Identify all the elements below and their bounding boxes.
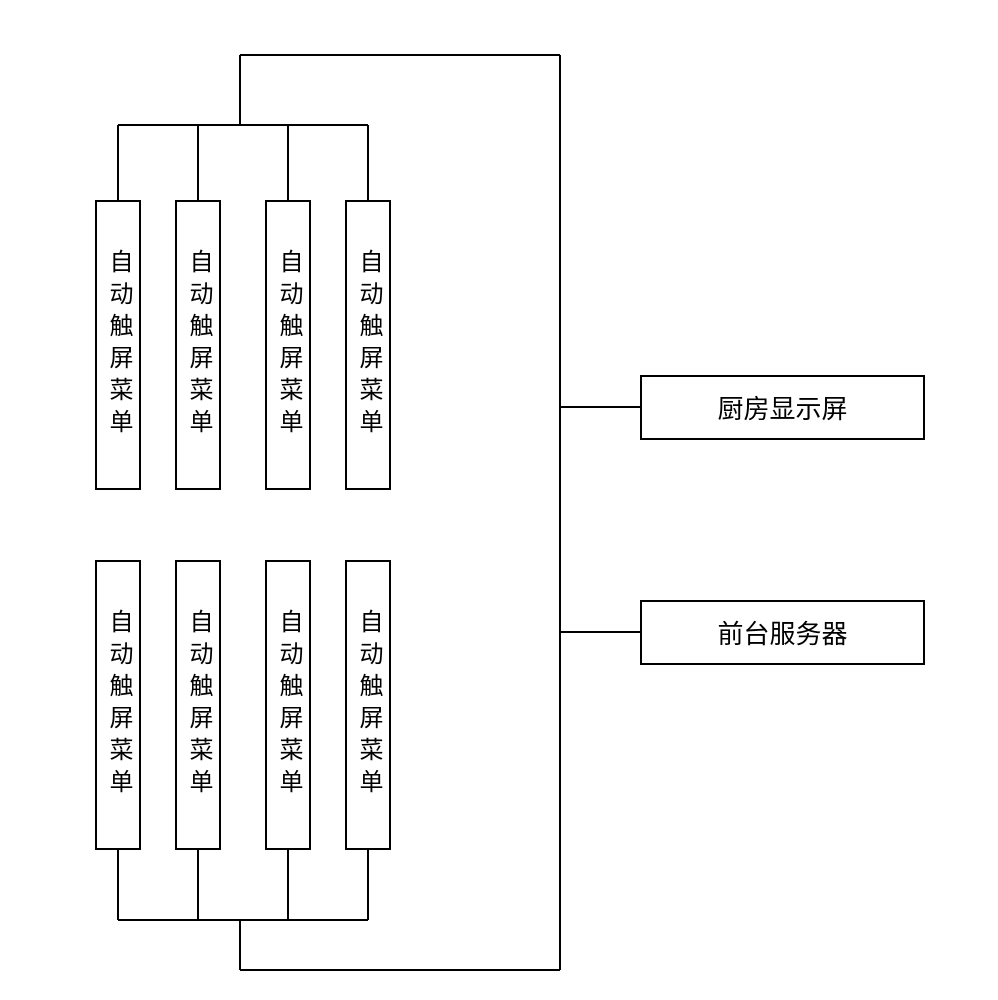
top-menu-1: 自动触屏菜单 [95, 200, 141, 490]
bottom-menu-2: 自动触屏菜单 [175, 560, 221, 850]
top-menu-2-label: 自动触屏菜单 [186, 249, 210, 441]
front-server-label: 前台服务器 [717, 614, 847, 651]
bottom-menu-4-label: 自动触屏菜单 [356, 609, 380, 801]
top-menu-2: 自动触屏菜单 [175, 200, 221, 490]
connection-lines [0, 0, 998, 1000]
top-menu-4: 自动触屏菜单 [345, 200, 391, 490]
top-menu-3: 自动触屏菜单 [265, 200, 311, 490]
bottom-menu-1: 自动触屏菜单 [95, 560, 141, 850]
bottom-menu-3-label: 自动触屏菜单 [276, 609, 300, 801]
top-menu-1-label: 自动触屏菜单 [106, 249, 130, 441]
kitchen-display: 厨房显示屏 [640, 375, 925, 440]
bottom-menu-1-label: 自动触屏菜单 [106, 609, 130, 801]
bottom-menu-4: 自动触屏菜单 [345, 560, 391, 850]
bottom-menu-2-label: 自动触屏菜单 [186, 609, 210, 801]
top-menu-3-label: 自动触屏菜单 [276, 249, 300, 441]
kitchen-display-label: 厨房显示屏 [717, 389, 847, 426]
front-server: 前台服务器 [640, 600, 925, 665]
bottom-menu-3: 自动触屏菜单 [265, 560, 311, 850]
top-menu-4-label: 自动触屏菜单 [356, 249, 380, 441]
